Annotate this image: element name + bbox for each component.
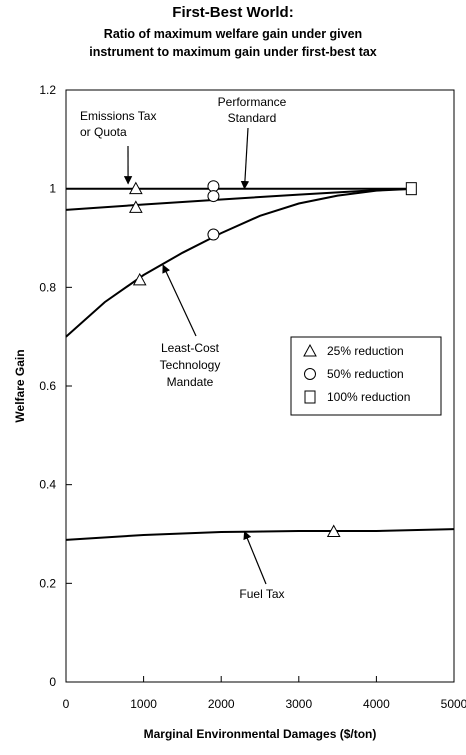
annotation-fueltax-text: Fuel Tax [239, 587, 284, 601]
x-tick-label: 2000 [208, 697, 235, 711]
triangle-data-marker [128, 200, 143, 213]
y-tick-label: 0.2 [39, 576, 56, 590]
triangle-data-marker [132, 272, 147, 286]
triangle-data-marker [326, 524, 341, 538]
annotation-performance-text: Standard [228, 111, 277, 125]
x-tick-label: 4000 [363, 697, 390, 711]
triangle-data-marker [128, 181, 143, 195]
chart-subtitle-line-2: instrument to maximum gain under first-b… [89, 45, 377, 59]
y-tick-label: 0.4 [39, 478, 56, 492]
annotation-emissions-text: Emissions Tax [80, 109, 156, 123]
legend-triangle-icon [303, 343, 317, 357]
x-tick-label: 5000 [441, 697, 466, 711]
legend-label: 50% reduction [327, 367, 404, 381]
circle-data-marker [207, 180, 220, 193]
annotation-performance-text: Performance [218, 95, 287, 109]
annotation-leastcost-arrow [162, 264, 197, 337]
y-tick-label: 1.2 [39, 83, 56, 97]
y-tick-label: 0.6 [39, 379, 56, 393]
x-tick-label: 3000 [285, 697, 312, 711]
y-axis-label: Welfare Gain [13, 349, 27, 422]
series-line-3 [65, 528, 455, 541]
legend-label: 100% reduction [327, 390, 410, 404]
annotation-leastcost-text: Mandate [167, 375, 214, 389]
y-tick-label: 0 [49, 675, 56, 689]
chart-subtitle-line-1: Ratio of maximum welfare gain under give… [103, 27, 363, 41]
y-tick-label: 0.8 [39, 280, 56, 294]
annotation-performance-arrow [240, 127, 250, 190]
chart-title: First-Best World: [172, 4, 294, 21]
annotation-leastcost-text: Least-Cost [161, 341, 220, 355]
x-axis-label: Marginal Environmental Damages ($/ton) [144, 727, 377, 741]
legend-square-icon [304, 390, 316, 404]
square-data-marker [405, 182, 417, 196]
annotation-emissions-text: or Quota [80, 125, 127, 139]
annotation-leastcost-text: Technology [160, 358, 221, 372]
x-tick-label: 0 [63, 697, 70, 711]
legend-label: 25% reduction [327, 344, 404, 358]
circle-data-marker [207, 190, 220, 203]
y-tick-label: 1 [49, 182, 56, 196]
annotation-fueltax-arrow [243, 530, 267, 585]
legend-box [290, 336, 442, 416]
circle-data-marker [207, 228, 220, 241]
legend-circle-icon [304, 368, 316, 380]
series-line-2 [65, 187, 416, 338]
x-tick-label: 1000 [130, 697, 157, 711]
